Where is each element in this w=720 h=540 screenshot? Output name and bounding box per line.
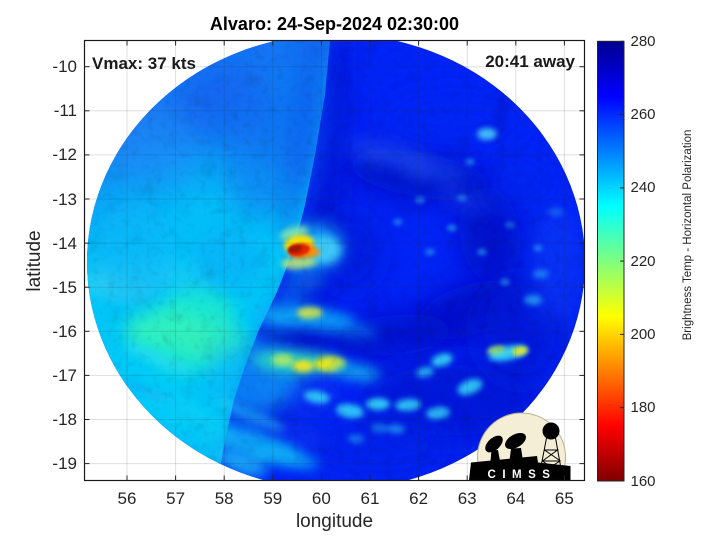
svg-text:CIMSS: CIMSS [488,469,557,481]
